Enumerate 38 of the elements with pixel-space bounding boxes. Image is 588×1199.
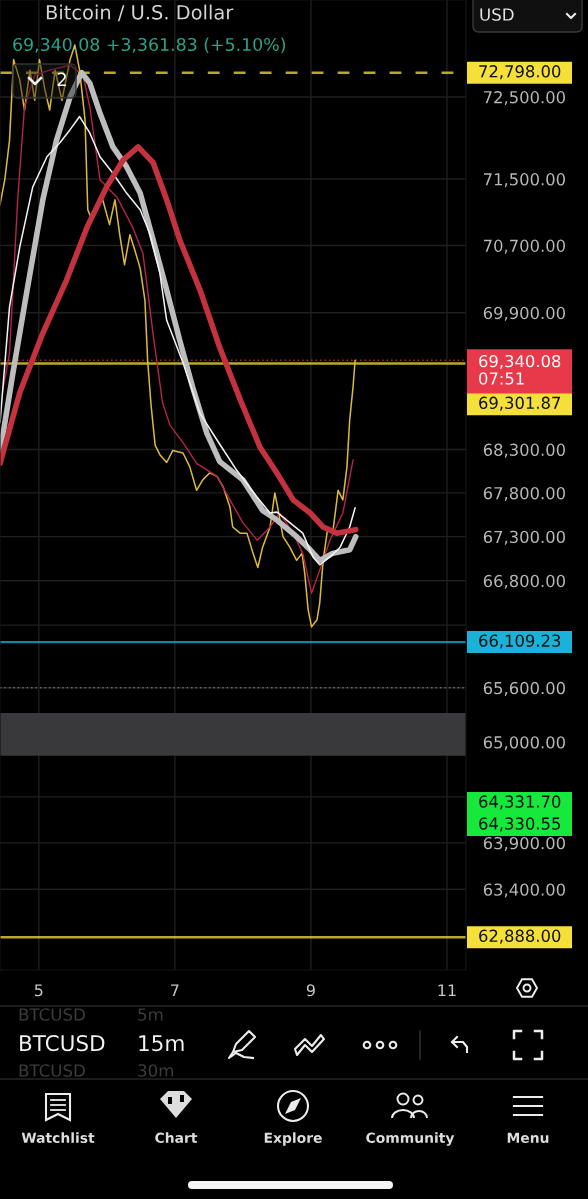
y-tick-label: 63,400.00	[483, 883, 565, 898]
x-tick-label: 11	[438, 984, 456, 997]
text: Menu	[507, 1132, 549, 1144]
text: USD	[480, 8, 514, 21]
text: BTCUSD	[19, 1064, 85, 1077]
ref-line-label: 72,798.00	[479, 65, 561, 80]
y-tick-label: 66,800.00	[483, 574, 565, 589]
y-tick-label: 65,600.00	[483, 681, 565, 696]
y-tick-label: 67,800.00	[483, 486, 565, 502]
y-tick-label: 68,300.00	[483, 443, 565, 458]
text: 15m	[139, 1035, 184, 1052]
text: BTCUSD	[19, 1008, 85, 1021]
ref-line-label: 69,301.87	[479, 396, 561, 411]
y-tick-label: 70,700.00	[484, 239, 565, 254]
y-tick-label: 63,900.00	[483, 836, 565, 852]
x-tick-label: 9	[306, 984, 315, 997]
y-tick-label: 69,900.00	[483, 306, 565, 321]
y-tick-label: 67,300.00	[483, 530, 565, 545]
text: Community	[366, 1132, 455, 1146]
text: BTCUSD	[20, 1034, 105, 1052]
ref-line-label: 62,888.00	[479, 929, 561, 944]
text: Watchlist	[21, 1132, 95, 1144]
x-tick-label: 7	[171, 984, 179, 997]
text: 30m	[138, 1064, 174, 1077]
text: 69,340.08 +3,361.83 (+5.10%)	[13, 37, 286, 54]
y-tick-label: 71,500.00	[484, 173, 565, 188]
chart-title: Bitcoin / U.S. Dollar	[46, 4, 234, 22]
text: 64,331.70	[479, 795, 561, 810]
ref-line-label: 66,109.23	[479, 634, 561, 649]
y-tick-label: 72,500.00	[484, 91, 565, 106]
ref-line-label: 69,340.08 07:51	[479, 354, 561, 385]
x-tick-label: 5	[34, 984, 43, 997]
annotation: 2	[57, 72, 66, 86]
text: 64,330.55	[479, 817, 560, 832]
text: Explore	[264, 1132, 322, 1146]
text: Chart	[155, 1132, 198, 1144]
y-tick-label: 65,000.00	[483, 736, 565, 751]
text: 5m	[138, 1008, 163, 1021]
